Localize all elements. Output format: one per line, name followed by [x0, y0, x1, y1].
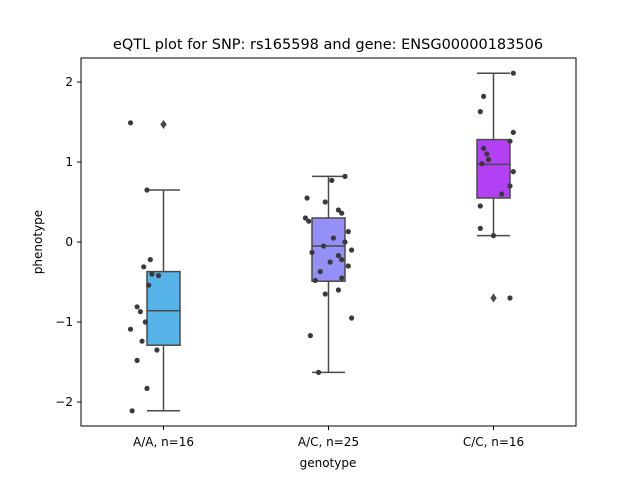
data-point	[339, 210, 345, 216]
y-axis-label: phenotype	[31, 210, 45, 274]
data-point	[317, 269, 323, 275]
data-point	[309, 249, 315, 255]
data-point	[127, 120, 134, 126]
outlier-marker	[160, 119, 167, 129]
data-point	[129, 408, 135, 414]
data-point	[302, 215, 308, 221]
data-point	[510, 70, 516, 76]
data-point	[127, 326, 134, 332]
box-iqr	[146, 270, 181, 346]
data-point	[349, 315, 355, 321]
data-point	[327, 259, 333, 265]
data-point	[330, 235, 337, 241]
data-point	[139, 338, 145, 344]
data-point	[144, 187, 150, 193]
data-point	[342, 239, 348, 245]
y-tick-label: −1	[55, 315, 73, 329]
data-point	[339, 257, 345, 263]
data-point	[477, 225, 483, 231]
data-point	[484, 151, 490, 157]
data-point	[144, 385, 150, 391]
x-tick-label: A/A, n=16	[133, 435, 194, 449]
data-point	[481, 93, 487, 99]
data-point	[485, 157, 492, 163]
data-point	[335, 253, 341, 259]
data-point	[312, 277, 318, 283]
data-point	[306, 218, 312, 224]
y-tick-label: −2	[55, 395, 73, 409]
data-point	[335, 287, 341, 293]
x-axis: A/A, n=16 A/C, n=25 C/C, n=16	[133, 426, 524, 449]
data-point	[316, 369, 322, 375]
y-tick-label: 2	[65, 75, 73, 89]
outlier-marker	[490, 293, 497, 303]
data-point	[345, 229, 351, 235]
data-point	[137, 309, 143, 315]
data-point	[304, 195, 310, 201]
data-point	[320, 243, 327, 249]
data-point	[322, 199, 328, 205]
data-point	[149, 271, 155, 277]
data-point	[345, 263, 351, 269]
box-group	[311, 175, 346, 374]
box-iqr	[311, 217, 346, 282]
data-point	[481, 145, 487, 151]
box-group	[476, 72, 511, 303]
box-group	[146, 119, 181, 412]
box-iqr	[476, 138, 511, 199]
data-point	[147, 257, 153, 263]
data-point	[507, 138, 513, 144]
data-point	[335, 207, 341, 213]
data-point	[477, 109, 483, 115]
data-point	[499, 191, 505, 197]
data-point	[134, 304, 140, 310]
data-point	[146, 282, 152, 288]
data-point	[155, 273, 162, 279]
data-point	[329, 177, 335, 183]
x-tick-label: C/C, n=16	[463, 435, 524, 449]
data-point	[342, 173, 348, 179]
data-point	[507, 183, 513, 189]
data-point	[349, 247, 355, 253]
y-tick-label: 0	[65, 235, 73, 249]
x-axis-label: genotype	[300, 456, 357, 470]
data-point	[507, 295, 513, 301]
plot-area	[127, 70, 516, 414]
data-point	[510, 169, 516, 175]
chart-title: eQTL plot for SNP: rs165598 and gene: EN…	[113, 37, 543, 53]
data-point	[322, 291, 328, 297]
y-axis: −2 −1 0 1 2	[55, 75, 81, 409]
data-point	[490, 233, 497, 239]
data-point	[477, 203, 483, 209]
data-point	[154, 347, 160, 353]
data-point	[134, 357, 140, 363]
data-point	[339, 275, 345, 281]
x-tick-label: A/C, n=25	[298, 435, 359, 449]
data-point	[141, 264, 147, 270]
data-point	[510, 129, 516, 135]
data-point	[142, 319, 148, 325]
data-point	[307, 333, 313, 339]
data-point	[479, 161, 485, 167]
y-tick-label: 1	[65, 155, 73, 169]
